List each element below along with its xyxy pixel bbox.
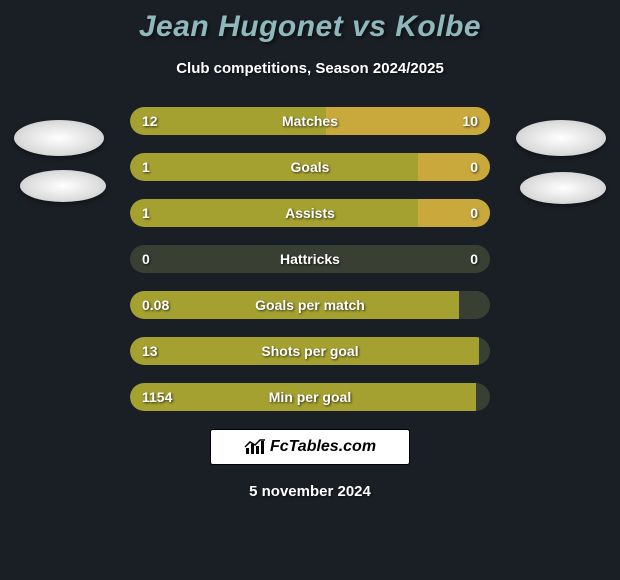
- stat-bar-right: [418, 199, 490, 227]
- stat-label: Hattricks: [130, 245, 490, 273]
- stat-row: 1154Min per goal: [130, 383, 490, 411]
- stat-row: 0Hattricks0: [130, 245, 490, 273]
- stat-row: 1Goals0: [130, 153, 490, 181]
- stat-bar-right: [326, 107, 490, 135]
- stat-left-value: 0: [142, 245, 150, 273]
- brand-chart-icon: [244, 438, 266, 456]
- stat-bar-left: [130, 383, 476, 411]
- stat-row: 13Shots per goal: [130, 337, 490, 365]
- page-title: Jean Hugonet vs Kolbe: [0, 0, 620, 44]
- stat-row: 0.08Goals per match: [130, 291, 490, 319]
- stat-right-value: 0: [470, 245, 478, 273]
- stat-bar-left: [130, 291, 459, 319]
- stat-bar-left: [130, 199, 418, 227]
- page-date: 5 november 2024: [0, 483, 620, 500]
- brand-box[interactable]: FcTables.com: [210, 429, 410, 465]
- stat-bar-left: [130, 107, 326, 135]
- stat-bar-right: [418, 153, 490, 181]
- stat-bar-left: [130, 153, 418, 181]
- stats-chart: 12Matches10 1Goals0 1Assists0 0Hattricks0 0.…: [0, 107, 620, 411]
- brand-text: FcTables.com: [270, 438, 376, 456]
- stat-row: 12Matches10: [130, 107, 490, 135]
- stat-bar-left: [130, 337, 479, 365]
- stat-row: 1Assists0: [130, 199, 490, 227]
- page-subtitle: Club competitions, Season 2024/2025: [0, 60, 620, 77]
